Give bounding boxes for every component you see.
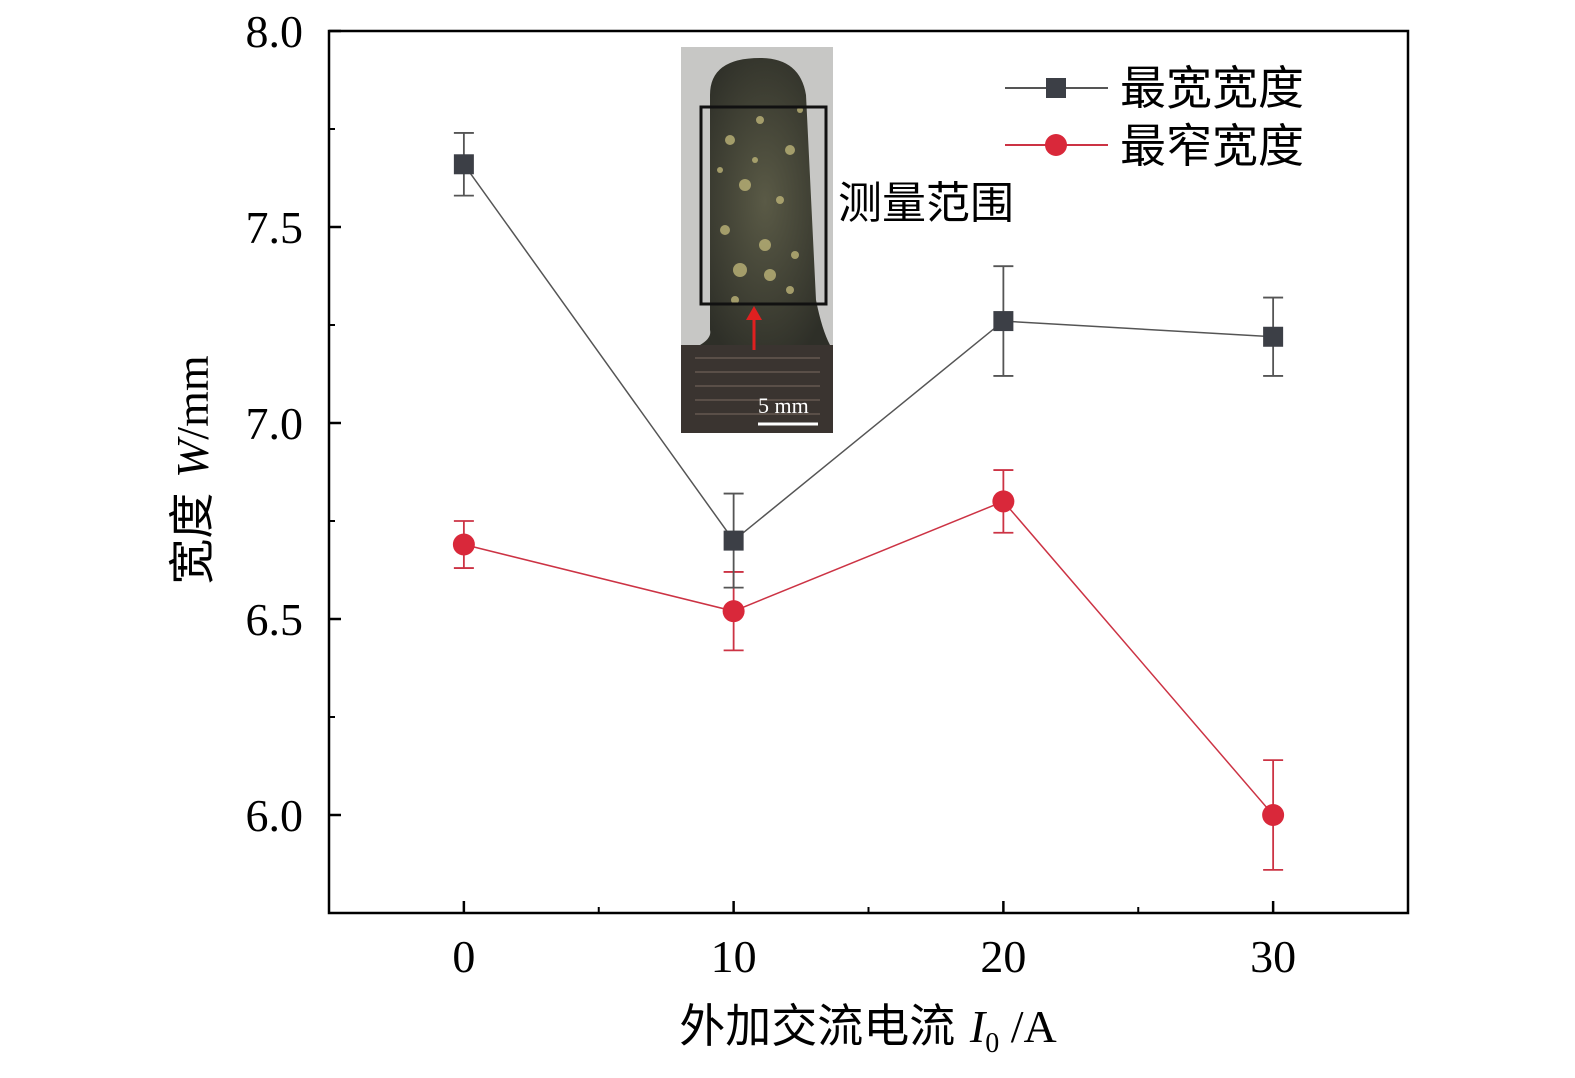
data-point <box>453 154 474 175</box>
legend-label-widest: 最宽宽度 <box>1120 61 1304 115</box>
scale-bar-label: 5 mm <box>758 393 809 418</box>
series-narrowest <box>452 469 1285 871</box>
data-point <box>723 530 744 551</box>
inset-base <box>681 345 833 433</box>
data-point <box>993 311 1014 332</box>
x-axis-title-prefix: 外加交流电流 <box>679 999 970 1053</box>
y-axis-title-var: W <box>167 436 218 478</box>
y-tick-label: 7.5 <box>246 202 304 253</box>
y-tick-label: 6.0 <box>246 790 304 841</box>
series-line <box>463 163 1274 542</box>
series-line <box>463 500 1274 816</box>
x-axis-title: 外加交流电流 I0 /A <box>679 999 1056 1059</box>
x-axis-title-suffix: /A <box>999 1001 1057 1052</box>
x-axis-title-var: I <box>969 1001 988 1052</box>
measurement-range-label: 测量范围 <box>838 178 1014 229</box>
measurement-range-box <box>699 105 828 306</box>
x-tick-label: 10 <box>711 931 757 982</box>
y-tick-label: 6.5 <box>246 594 304 645</box>
data-point <box>1263 326 1284 347</box>
legend-item-widest: 最宽宽度 <box>1005 61 1304 115</box>
data-point <box>992 490 1015 513</box>
data-point <box>452 533 475 556</box>
x-tick-label: 0 <box>452 931 475 982</box>
legend-item-narrowest: 最窄宽度 <box>1005 119 1304 173</box>
y-axis-ticks: 6.0 6.5 7.0 7.5 8.0 <box>246 6 341 914</box>
inset-photo: 5 mm <box>681 47 833 433</box>
legend-marker-narrowest <box>1045 134 1067 156</box>
y-axis-title-suffix: /mm <box>167 355 218 440</box>
legend: 最宽宽度 最窄宽度 <box>1005 61 1304 173</box>
inset-arrow-head <box>746 306 762 320</box>
series-layer <box>452 132 1285 871</box>
y-axis-title: 宽度 W/mm <box>165 355 219 585</box>
inset-base-grid <box>695 357 820 415</box>
y-tick-label: 8.0 <box>246 6 304 57</box>
inset-specimen <box>700 58 830 345</box>
y-axis-title-prefix: 宽度 <box>165 478 219 585</box>
x-tick-label: 30 <box>1250 931 1296 982</box>
data-point <box>1262 804 1285 826</box>
data-point <box>722 600 745 623</box>
legend-label-narrowest: 最窄宽度 <box>1120 119 1304 173</box>
inset-speckles <box>717 107 803 304</box>
y-tick-label: 7.0 <box>246 398 304 449</box>
x-axis-title-sub: 0 <box>985 1028 999 1059</box>
legend-marker-widest <box>1046 78 1066 98</box>
x-tick-label: 20 <box>980 931 1026 982</box>
x-axis-ticks: 0 10 20 30 <box>328 901 1409 982</box>
series-widest <box>453 132 1284 589</box>
